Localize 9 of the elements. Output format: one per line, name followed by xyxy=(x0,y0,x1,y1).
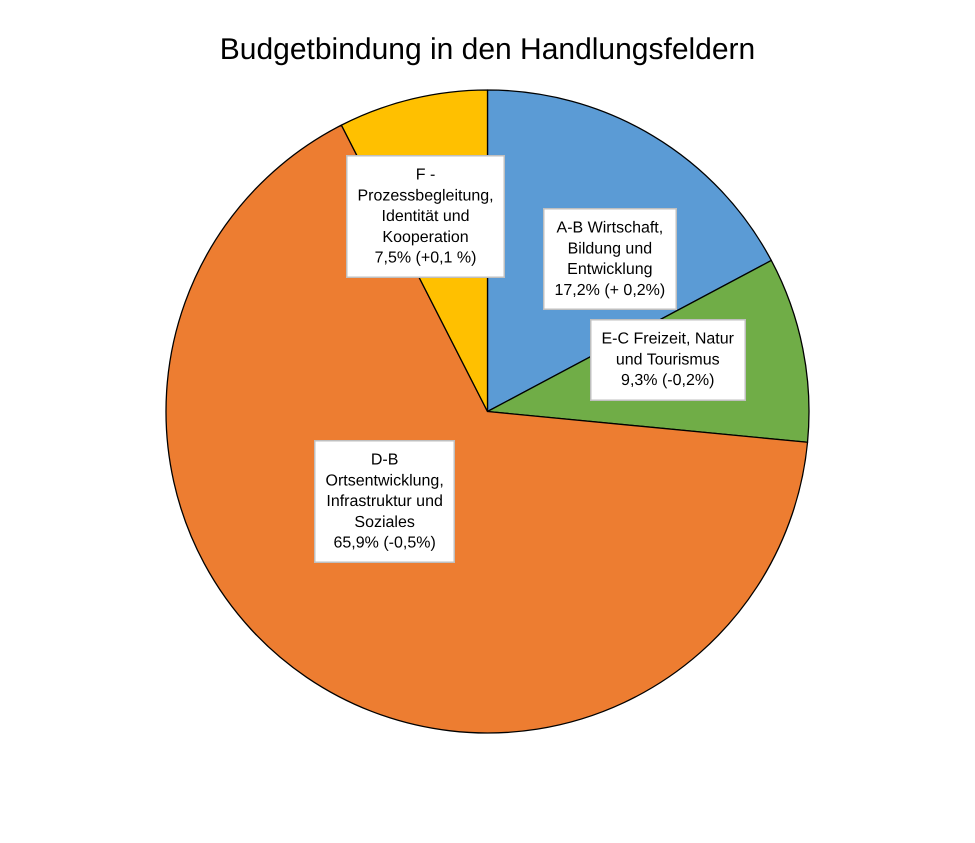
slice-label: D-B Ortsentwicklung, Infrastruktur und Soziales xyxy=(326,452,444,531)
data-label: 7,5% (+0,1 %) xyxy=(374,250,476,267)
chart-title: Budgetbindung in den Handlungsfeldern xyxy=(220,32,756,66)
slice-label: E-C Freizeit, Natur und Tourismus xyxy=(602,330,735,368)
slice-label: A-B Wirtschaft, Bildung und Entwicklung xyxy=(556,220,664,278)
data-label: 17,2% (+ 0,2%) xyxy=(554,282,666,299)
data-label: 9,3% (-0,2%) xyxy=(621,372,714,390)
data-label: 65,9% (-0,5%) xyxy=(334,534,436,552)
slice-label: F - Prozessbegleitung, Identität und Kooperation xyxy=(358,166,494,246)
